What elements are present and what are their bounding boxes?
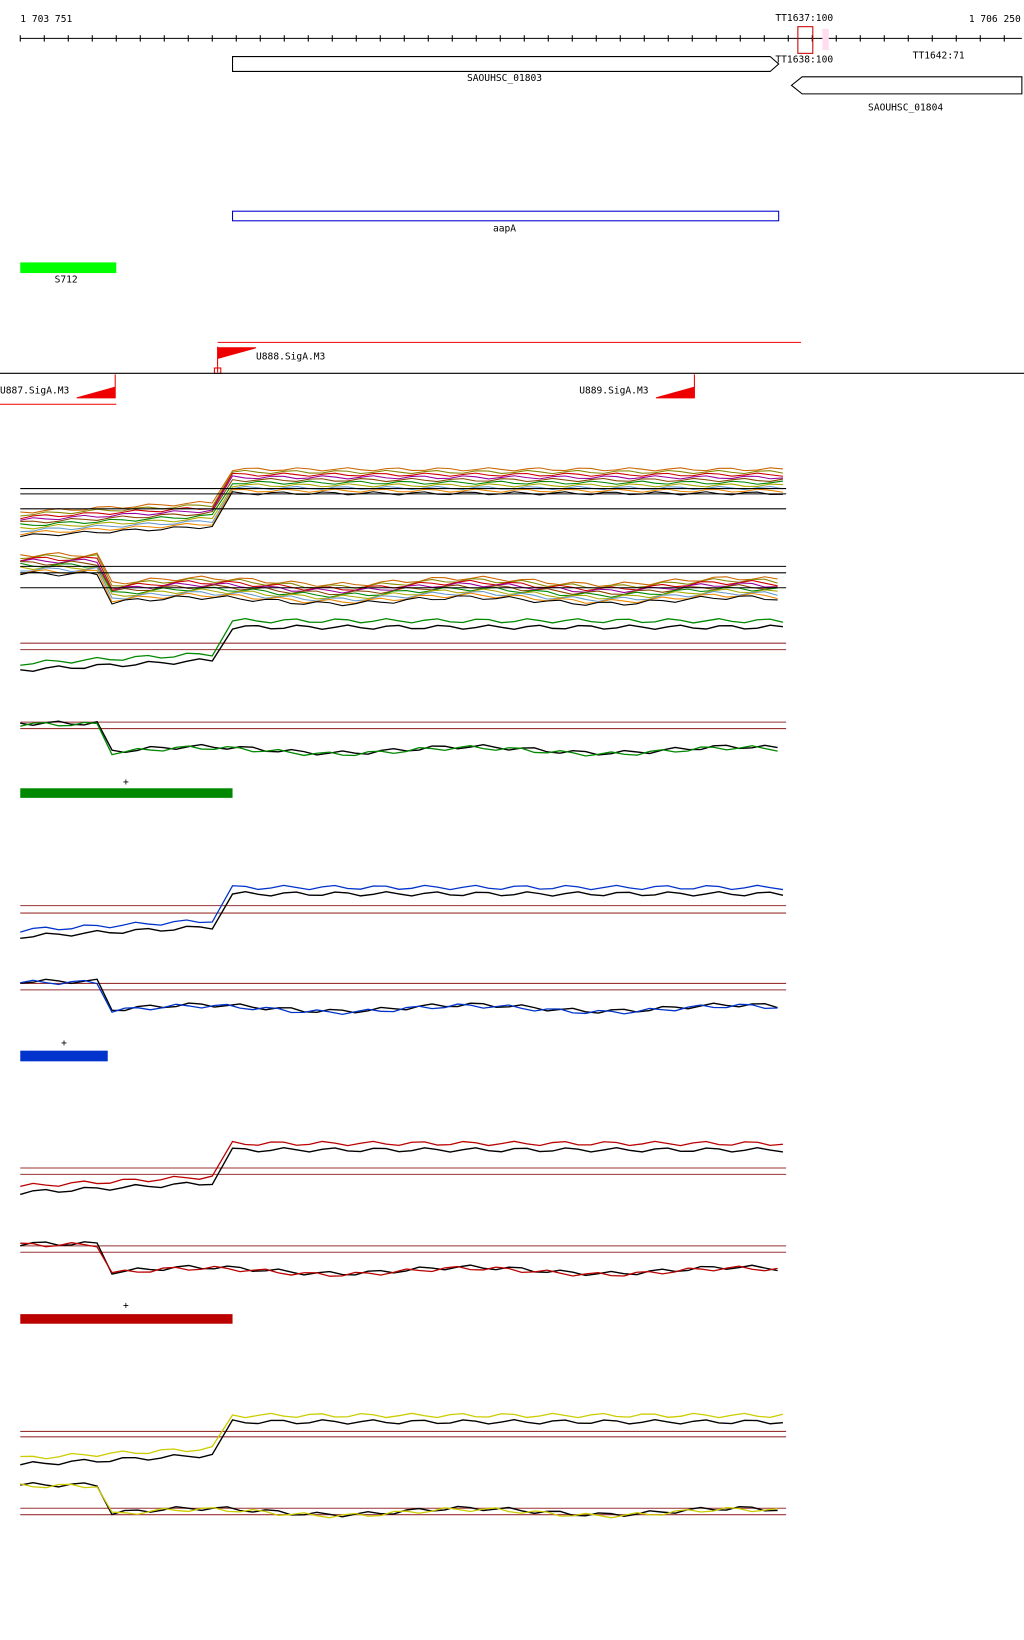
trace <box>20 1412 784 1460</box>
gene-arrow <box>790 76 1023 95</box>
terminator-label: TT1637:100 <box>775 13 833 24</box>
track-bar <box>20 1314 233 1324</box>
trace <box>20 554 778 590</box>
trace <box>20 488 784 536</box>
expression-traces <box>20 467 787 1519</box>
trace <box>20 618 784 666</box>
trace <box>20 624 784 673</box>
gene-label: SAOUHSC_01803 <box>467 73 542 84</box>
terminator-mark <box>822 28 829 51</box>
trace <box>20 1140 783 1188</box>
annotation-box <box>231 210 780 222</box>
promoter-flag <box>655 374 695 399</box>
gene-label: SAOUHSC_01804 <box>868 103 943 114</box>
track-label: + <box>123 1301 129 1312</box>
promoter-flag <box>76 374 116 399</box>
trace <box>20 469 784 517</box>
trace <box>20 884 784 933</box>
ruler-ticks <box>19 35 1005 42</box>
terminator-label: TT1638:100 <box>775 55 833 66</box>
trace <box>20 560 778 596</box>
trace <box>20 480 784 526</box>
annotation-label: S712 <box>55 274 78 285</box>
trace <box>20 475 783 521</box>
trace <box>20 1241 778 1277</box>
promoter-flag <box>217 346 257 373</box>
trace <box>20 720 778 756</box>
track-label: + <box>61 1038 67 1049</box>
trace <box>20 491 783 538</box>
trace <box>20 556 778 592</box>
trace <box>20 569 778 604</box>
track-bar <box>20 1050 108 1062</box>
trace <box>20 571 778 607</box>
ruler-end: 1 706 250 <box>969 14 1021 25</box>
ruler-start: 1 703 751 <box>20 14 72 25</box>
trace <box>20 1242 778 1277</box>
track-bar <box>20 788 233 798</box>
annotation-bar <box>20 262 117 274</box>
trace <box>20 721 778 757</box>
gene-arrow <box>232 56 780 72</box>
promoter-label: U888.SigA.M3 <box>256 351 326 362</box>
trace <box>20 564 778 600</box>
trace <box>20 483 783 530</box>
trace <box>20 979 778 1016</box>
trace <box>20 477 784 524</box>
annotation-label: aapA <box>493 223 516 234</box>
trace <box>20 472 783 520</box>
track-label: + <box>123 777 129 788</box>
trace <box>20 1419 783 1466</box>
trace <box>20 552 778 587</box>
terminator-label: TT1642:71 <box>913 50 965 61</box>
trace <box>20 1147 784 1196</box>
promoter-label: U889.SigA.M3 <box>579 385 649 396</box>
trace <box>20 1483 778 1519</box>
promoter-label: U887.SigA.M3 <box>0 385 70 396</box>
terminator-box <box>797 26 814 54</box>
trace <box>20 467 783 514</box>
trace <box>20 891 784 940</box>
